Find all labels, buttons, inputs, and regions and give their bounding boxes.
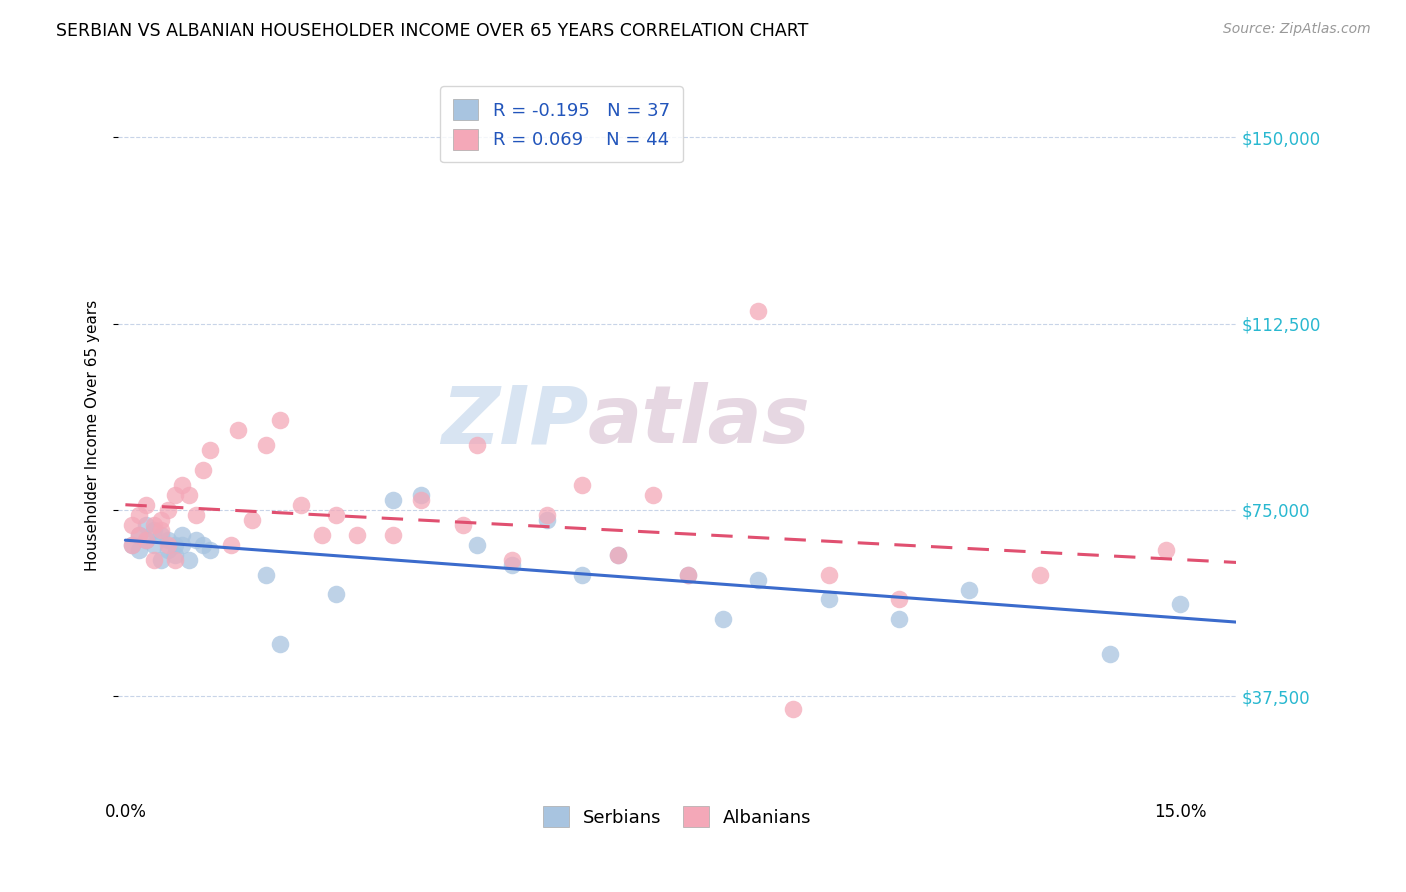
Text: atlas: atlas [588,382,811,460]
Legend: Serbians, Albanians: Serbians, Albanians [536,799,818,834]
Point [641,488,664,502]
Point [536,508,558,522]
Point [409,488,432,502]
Point [269,637,291,651]
Point [254,567,277,582]
Point [128,528,150,542]
Point [409,493,432,508]
Point [191,538,214,552]
Point [170,538,193,552]
Point [184,533,207,547]
Point [142,538,165,552]
Point [325,508,347,522]
Point [254,438,277,452]
Point [135,517,157,532]
Point [149,523,172,537]
Y-axis label: Householder Income Over 65 years: Householder Income Over 65 years [86,300,100,571]
Point [606,548,628,562]
Text: Source: ZipAtlas.com: Source: ZipAtlas.com [1223,22,1371,37]
Point [163,552,186,566]
Point [142,517,165,532]
Point [571,567,593,582]
Point [156,538,179,552]
Point [381,493,404,508]
Point [381,528,404,542]
Point [887,592,910,607]
Point [747,573,769,587]
Point [226,424,249,438]
Point [240,513,263,527]
Point [198,443,221,458]
Point [501,558,523,572]
Text: SERBIAN VS ALBANIAN HOUSEHOLDER INCOME OVER 65 YEARS CORRELATION CHART: SERBIAN VS ALBANIAN HOUSEHOLDER INCOME O… [56,22,808,40]
Point [163,538,186,552]
Point [676,567,699,582]
Point [465,438,488,452]
Point [121,517,143,532]
Point [198,542,221,557]
Point [1154,542,1177,557]
Point [219,538,242,552]
Point [177,552,200,566]
Point [142,523,165,537]
Point [1168,598,1191,612]
Point [1028,567,1050,582]
Point [121,538,143,552]
Point [711,612,734,626]
Point [1098,647,1121,661]
Point [269,413,291,427]
Point [156,533,179,547]
Point [501,552,523,566]
Point [156,542,179,557]
Point [290,498,312,512]
Point [747,304,769,318]
Point [817,567,839,582]
Point [177,488,200,502]
Point [121,538,143,552]
Point [149,528,172,542]
Point [128,528,150,542]
Point [170,478,193,492]
Point [149,513,172,527]
Point [128,542,150,557]
Point [536,513,558,527]
Point [135,533,157,547]
Point [676,567,699,582]
Point [135,498,157,512]
Point [191,463,214,477]
Point [571,478,593,492]
Point [142,552,165,566]
Point [163,548,186,562]
Point [606,548,628,562]
Point [128,508,150,522]
Point [163,488,186,502]
Point [782,702,804,716]
Point [311,528,333,542]
Point [156,503,179,517]
Point [170,528,193,542]
Point [887,612,910,626]
Point [149,552,172,566]
Point [451,517,474,532]
Point [135,533,157,547]
Text: ZIP: ZIP [440,382,588,460]
Point [325,587,347,601]
Point [817,592,839,607]
Point [957,582,980,597]
Point [346,528,368,542]
Point [184,508,207,522]
Point [465,538,488,552]
